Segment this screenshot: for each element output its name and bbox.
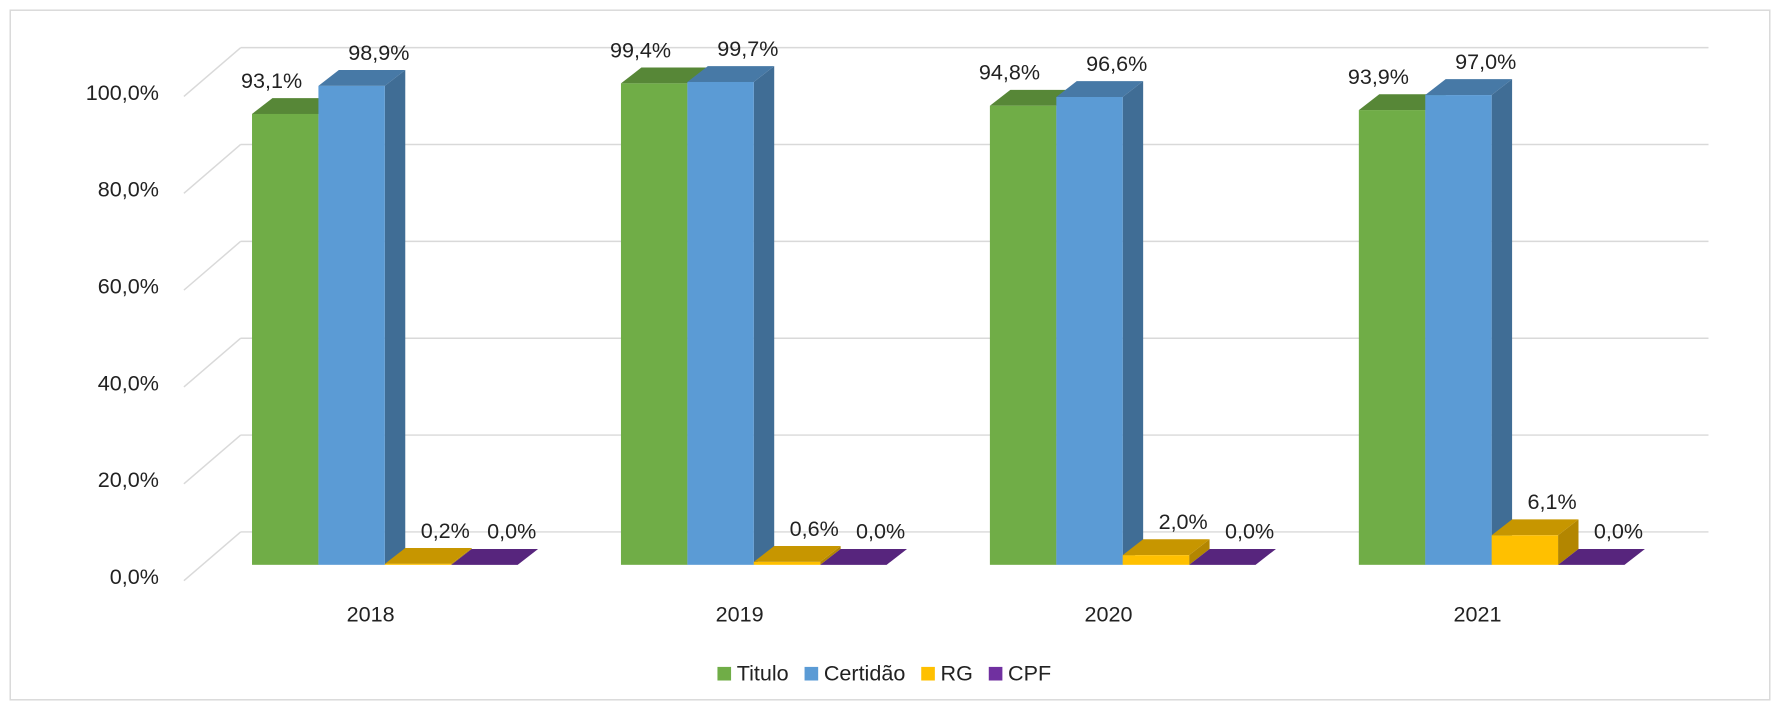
value-label: 0,0%	[487, 519, 536, 544]
x-tick-label: 2020	[1085, 602, 1133, 627]
legend-swatch	[988, 666, 1003, 681]
bar-top	[451, 548, 539, 565]
bar	[687, 81, 754, 565]
grid-line-depth	[183, 47, 242, 97]
bar-top	[1358, 94, 1446, 111]
bar-top	[1122, 539, 1210, 556]
grid-line-depth	[183, 337, 242, 388]
legend-label: Certidão	[824, 661, 905, 686]
bar	[1425, 95, 1492, 565]
legend-label: CPF	[1008, 661, 1051, 686]
bar	[318, 85, 385, 565]
bar-top	[1425, 79, 1513, 96]
value-label: 98,9%	[348, 40, 409, 65]
bar-top	[1189, 548, 1276, 565]
y-tick-label: 20,0%	[98, 467, 159, 492]
grid-line-depth	[183, 531, 242, 582]
legend-swatch	[804, 666, 819, 681]
value-label: 0,2%	[421, 518, 470, 543]
bar-side	[1558, 519, 1579, 565]
bar	[1358, 110, 1426, 565]
y-tick-label: 60,0%	[98, 274, 159, 299]
x-tick-label: 2021	[1453, 602, 1501, 627]
y-tick-label: 80,0%	[98, 177, 159, 202]
value-label: 2,0%	[1159, 509, 1208, 534]
bar-top	[252, 98, 339, 114]
legend-label: RG	[941, 661, 973, 686]
bar-side	[451, 547, 472, 565]
bar-top	[687, 66, 775, 82]
value-label: 99,4%	[610, 37, 671, 62]
bar-top	[318, 69, 406, 86]
bar-top	[384, 547, 472, 564]
bar-top	[989, 89, 1077, 106]
legend-label: Titulo	[737, 661, 789, 686]
bar	[753, 561, 821, 565]
bar-side	[1122, 81, 1144, 565]
bar	[620, 83, 688, 565]
value-label: 0,0%	[856, 519, 905, 544]
grid-line-depth	[183, 143, 242, 194]
bar	[252, 113, 319, 565]
value-label: 96,6%	[1086, 51, 1147, 76]
bar	[1122, 555, 1190, 565]
value-label: 0,0%	[1594, 519, 1643, 544]
y-tick-label: 40,0%	[98, 370, 159, 395]
value-label: 93,9%	[1348, 64, 1409, 89]
bar-top	[1056, 81, 1144, 97]
legend-swatch	[717, 666, 732, 681]
bar-top	[753, 546, 841, 562]
legend-swatch	[921, 666, 935, 681]
bar-top	[1558, 548, 1645, 565]
bar-side	[384, 69, 406, 565]
y-tick-label: 0,0%	[110, 564, 159, 589]
bar-top	[820, 548, 908, 565]
value-label: 0,6%	[790, 516, 839, 541]
bar	[989, 105, 1057, 565]
bar	[1056, 96, 1123, 565]
grid-line-depth	[183, 240, 242, 291]
bar-side	[1491, 79, 1513, 565]
bar-side	[1189, 539, 1210, 565]
value-label: 94,8%	[979, 60, 1040, 85]
bar	[384, 563, 452, 565]
value-label: 93,1%	[241, 68, 302, 93]
bar-top	[620, 67, 708, 84]
value-label: 97,0%	[1455, 49, 1516, 74]
value-label: 0,0%	[1225, 519, 1274, 544]
value-label: 6,1%	[1528, 489, 1577, 514]
bar-side	[753, 66, 775, 565]
bar	[1491, 535, 1559, 565]
y-tick-label: 100,0%	[86, 80, 159, 105]
bar-side	[820, 546, 841, 565]
bar-top	[1491, 519, 1579, 536]
grid-line-depth	[183, 434, 242, 485]
x-tick-label: 2019	[716, 602, 764, 627]
x-tick-label: 2018	[347, 602, 395, 627]
value-label: 99,7%	[717, 36, 778, 61]
